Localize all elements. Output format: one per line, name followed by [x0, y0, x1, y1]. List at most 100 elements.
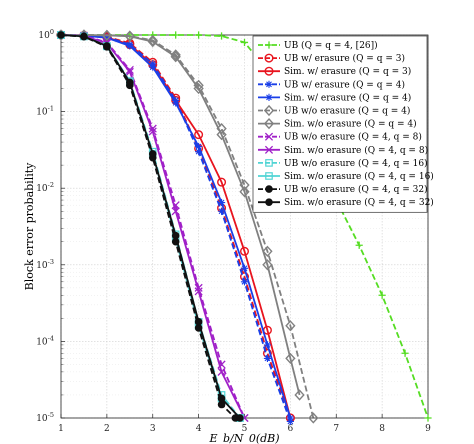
- dot-marker: [194, 318, 203, 326]
- legend-label: Sim. w/o erasure (Q = q = 4): [284, 119, 417, 130]
- data-point: [262, 245, 273, 257]
- legend-marker: [265, 172, 273, 180]
- data-point: [148, 150, 157, 158]
- legend-marker: [264, 132, 274, 141]
- plus-marker: [265, 41, 273, 49]
- data-point: [149, 63, 157, 71]
- asterisk-marker: [240, 264, 249, 272]
- dot-marker: [171, 231, 180, 240]
- plus-marker: [172, 31, 180, 39]
- series-line: [60, 34, 241, 419]
- asterisk-marker: [103, 34, 111, 42]
- data-point: [125, 67, 134, 76]
- series-line: [60, 34, 241, 419]
- legend-marker: [263, 104, 275, 117]
- legend-label: Sim. w/o erasure (Q = 4, q = 16): [284, 171, 434, 182]
- legend-entry: Sim. w/ erasure (Q = q = 3): [258, 66, 411, 77]
- legend-label: UB w/ erasure (Q = q = 4): [284, 79, 405, 90]
- x-marker: [171, 207, 180, 216]
- data-point: [217, 367, 226, 376]
- data-point: [240, 264, 249, 272]
- asterisk-marker: [149, 63, 157, 71]
- legend-marker: [263, 117, 275, 130]
- data-point: [240, 278, 249, 286]
- legend-entry: UB w/o erasure (Q = 4, q = 32): [258, 184, 428, 195]
- data-point: [172, 99, 180, 107]
- circle-marker: [217, 177, 227, 187]
- legend-marker: [264, 53, 274, 63]
- y-tick-label: 10-2: [36, 181, 54, 194]
- x-tick-label: 6: [288, 424, 294, 434]
- legend-marker: [265, 80, 273, 88]
- legend-marker: [264, 145, 274, 154]
- x-marker: [194, 287, 203, 296]
- y-tick-exponent: -5: [48, 411, 54, 419]
- diamond-marker: [147, 35, 158, 48]
- axes: 1 2 3 4 5 6 7 8 9 100 10-1 10-2 10-3 10-4 10-5 E_b/N_0(…: [23, 28, 431, 444]
- series-12: [57, 31, 244, 422]
- plus-marker: [355, 241, 363, 249]
- circle-marker: [194, 130, 204, 140]
- data-point: [285, 352, 296, 365]
- plus-marker: [378, 291, 386, 299]
- x-tick-label: 7: [333, 424, 339, 434]
- legend-entry: Sim. w/ erasure (Q = q = 4): [258, 92, 411, 103]
- asterisk-marker: [265, 80, 273, 88]
- diamond-marker: [308, 412, 319, 424]
- dot-marker: [57, 31, 65, 39]
- dot-marker: [80, 32, 88, 41]
- legend-marker: [265, 93, 273, 101]
- legend-entry: Sim. w/o erasure (Q = 4, q = 8): [258, 145, 428, 156]
- circle-marker: [239, 246, 249, 256]
- asterisk-marker: [217, 198, 226, 207]
- data-point: [285, 320, 296, 332]
- data-point: [148, 127, 157, 136]
- x-marker: [148, 127, 157, 136]
- circle-marker: [264, 53, 274, 63]
- legend-entry: UB w/o erasure (Q = q = 4): [258, 104, 410, 117]
- legend-entry: UB w/o erasure (Q = 4, q = 16): [258, 158, 428, 169]
- data-point: [170, 49, 181, 61]
- data-point: [126, 78, 134, 87]
- data-point: [263, 354, 272, 362]
- data-point: [217, 394, 226, 403]
- dot-marker: [265, 198, 273, 206]
- data-point: [216, 129, 227, 141]
- legend-entry: Sim. w/o erasure (Q = 4, q = 32): [258, 197, 434, 208]
- diamond-marker: [170, 49, 181, 61]
- y-tick-exponent: -1: [48, 105, 54, 113]
- legend-marker: [265, 185, 273, 193]
- data-point: [195, 148, 203, 156]
- diamond-marker: [263, 117, 275, 130]
- diamond-marker: [262, 259, 273, 271]
- diamond-marker: [193, 82, 204, 95]
- data-point: [195, 31, 203, 39]
- dot-marker: [103, 42, 111, 50]
- legend-entry: Sim. w/o erasure (Q = 4, q = 16): [258, 171, 434, 182]
- diamond-marker: [239, 186, 250, 198]
- plus-marker: [217, 32, 226, 40]
- x-tick-label: 4: [196, 424, 202, 434]
- diamond-marker: [285, 320, 296, 332]
- legend-label: UB w/o erasure (Q = 4, q = 16): [284, 158, 428, 169]
- data-point: [193, 82, 204, 95]
- legend-entry: UB w/o erasure (Q = 4, q = 8): [258, 132, 422, 143]
- x-marker: [264, 145, 274, 154]
- asterisk-marker: [195, 142, 203, 151]
- dot-marker: [265, 185, 273, 193]
- data-point: [195, 142, 203, 151]
- diamond-marker: [263, 104, 275, 117]
- data-point: [147, 35, 158, 48]
- data-point: [80, 32, 88, 41]
- x-tick-label: 1: [58, 424, 64, 434]
- data-point: [401, 349, 409, 357]
- data-point: [217, 32, 226, 40]
- data-point: [124, 30, 135, 42]
- series-layer: [55, 29, 432, 426]
- data-point: [172, 31, 180, 39]
- legend-marker: [265, 159, 273, 167]
- y-tick-exponent: -2: [48, 181, 54, 189]
- data-point: [126, 42, 134, 50]
- legend-marker: [265, 198, 273, 206]
- diamond-marker: [147, 34, 158, 47]
